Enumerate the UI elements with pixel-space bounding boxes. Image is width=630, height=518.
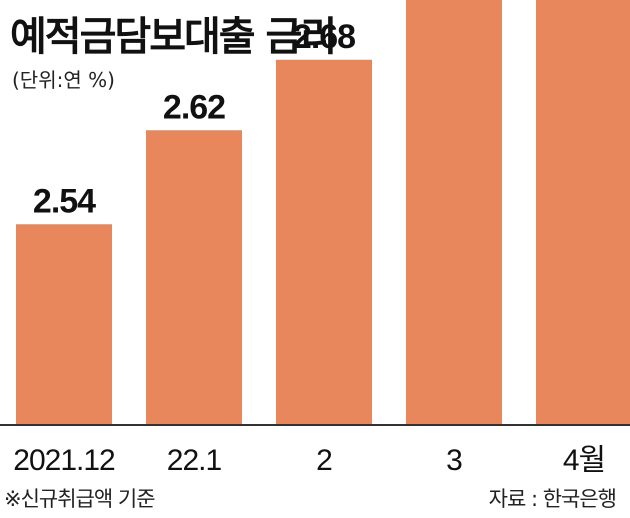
category-label-0: 2021.12 — [13, 444, 115, 477]
footnote: ※신규취급액 기준 — [4, 487, 156, 511]
category-label-4: 4월 — [563, 444, 605, 477]
bar-3 — [406, 0, 502, 424]
unit-note: (단위:연 %) — [12, 68, 115, 92]
source-note: 자료 : 한국은행 — [488, 487, 617, 511]
bar-0 — [16, 224, 112, 424]
chart-title: 예적금담보대출 금리 — [10, 14, 337, 60]
bar-1 — [146, 130, 242, 424]
value-labels-group: 2.542.622.682.772.92 — [33, 18, 356, 221]
category-label-1: 22.1 — [167, 444, 222, 477]
bar-4 — [536, 0, 630, 424]
category-label-3: 3 — [446, 444, 462, 477]
category-labels-group: 2021.12 22.1 2 3 4월 — [13, 444, 606, 477]
bar-2 — [276, 59, 372, 424]
value-label-0: 2.54 — [33, 182, 96, 220]
value-label-1: 2.62 — [163, 88, 225, 126]
value-label-2: 2.68 — [293, 18, 355, 56]
category-label-2: 2 — [316, 444, 332, 477]
bars-group — [16, 0, 630, 424]
